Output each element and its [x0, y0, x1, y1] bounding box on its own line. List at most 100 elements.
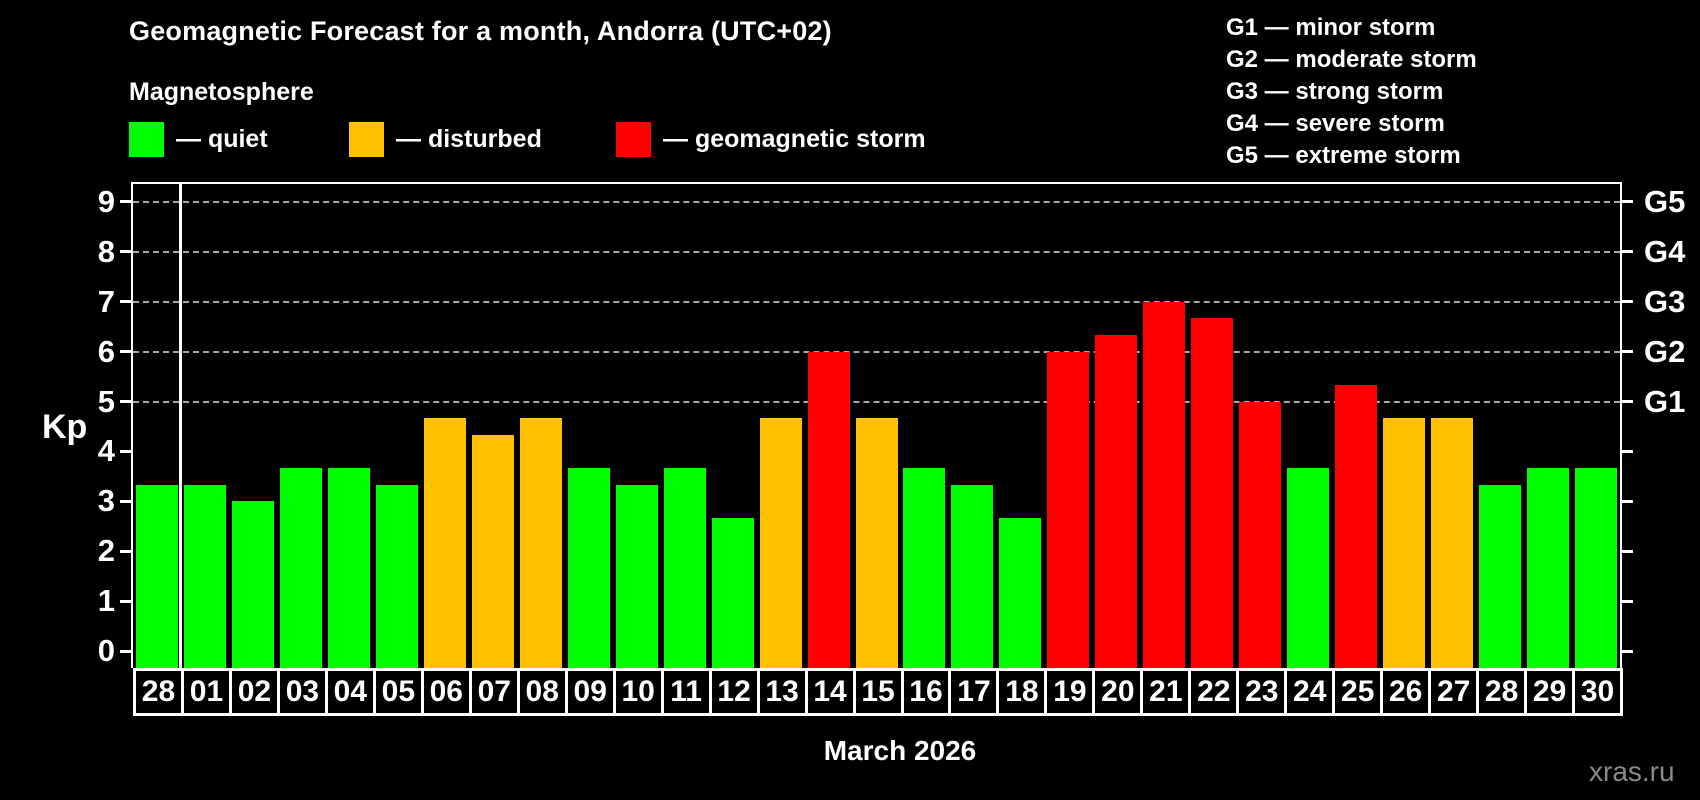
storm-swatch: [616, 121, 651, 157]
gridline-kp-5: [133, 400, 1620, 403]
bar-day-24: [1287, 467, 1330, 668]
bar-day-23: [1239, 401, 1282, 668]
y-tick-right-3: [1620, 499, 1633, 503]
storm-level-label-g3: G3: [1644, 283, 1686, 319]
storm-level-label-g1: G1: [1644, 383, 1686, 419]
x-label-cell-10: 10: [612, 668, 664, 716]
y-tick-left-4: [120, 449, 133, 453]
y-tick-left-8: [120, 250, 133, 254]
x-label-cell-03: 03: [276, 668, 328, 716]
gridline-kp-6: [133, 350, 1620, 353]
bar-day-28: [1479, 484, 1522, 668]
x-label-cell-18: 18: [996, 668, 1048, 716]
gridline-kp-7: [133, 300, 1620, 303]
legend-label-quiet: — quiet: [176, 124, 268, 153]
bar-day-21: [1143, 301, 1186, 668]
disturbed-swatch: [349, 121, 384, 157]
bar-day-11: [663, 467, 706, 668]
x-label-cell-01: 01: [180, 668, 232, 716]
y-label-3: 3: [97, 483, 115, 519]
y-label-0: 0: [97, 633, 115, 669]
y-tick-right-6: [1620, 350, 1633, 354]
x-label-cell-11: 11: [660, 668, 712, 716]
x-label-cell-28: 28: [133, 668, 184, 716]
y-axis-title: Kp: [42, 408, 88, 446]
y-tick-left-5: [120, 400, 133, 404]
x-label-cell-21: 21: [1140, 668, 1192, 716]
month-separator-line: [179, 184, 183, 668]
y-label-5: 5: [97, 383, 115, 419]
plot-area: [131, 182, 1622, 668]
x-label-cell-28: 28: [1476, 668, 1528, 716]
bar-day-07: [471, 434, 514, 668]
bar-day-29: [1527, 467, 1570, 668]
bar-day-30: [1575, 467, 1618, 668]
storm-level-label-g4: G4: [1644, 233, 1686, 269]
x-label-cell-22: 22: [1188, 668, 1240, 716]
x-label-cell-16: 16: [900, 668, 952, 716]
y-label-4: 4: [97, 433, 115, 469]
gridline-kp-9: [133, 200, 1620, 203]
storm-scale-legend: G1 — minor storm G2 — moderate storm G3 …: [1226, 12, 1477, 172]
y-tick-left-0: [120, 649, 133, 653]
x-label-cell-14: 14: [804, 668, 856, 716]
y-label-8: 8: [97, 233, 115, 269]
legend-item-disturbed: — disturbed: [349, 121, 542, 157]
y-tick-right-8: [1620, 250, 1633, 254]
x-label-cell-04: 04: [324, 668, 376, 716]
y-tick-right-0: [1620, 649, 1633, 653]
y-label-9: 9: [97, 183, 115, 219]
x-label-cell-23: 23: [1236, 668, 1288, 716]
watermark: xras.ru: [1589, 756, 1675, 787]
storm-scale-line-g2: G2 — moderate storm: [1226, 46, 1477, 73]
y-tick-right-9: [1620, 200, 1633, 204]
y-label-7: 7: [97, 283, 115, 319]
bar-day-02: [231, 501, 274, 668]
storm-scale-line-g1: G1 — minor storm: [1226, 14, 1436, 41]
quiet-swatch: [129, 121, 164, 157]
y-tick-left-7: [120, 300, 133, 304]
y-label-2: 2: [97, 533, 115, 569]
bar-day-16: [903, 467, 946, 668]
bar-day-01: [183, 484, 226, 668]
y-tick-right-4: [1620, 449, 1633, 453]
y-tick-left-6: [120, 350, 133, 354]
x-label-cell-26: 26: [1380, 668, 1432, 716]
x-label-cell-15: 15: [852, 668, 904, 716]
x-label-cell-09: 09: [564, 668, 616, 716]
y-label-1: 1: [97, 583, 115, 619]
x-label-cell-30: 30: [1572, 668, 1624, 716]
bar-day-04: [327, 467, 370, 668]
x-label-cell-13: 13: [756, 668, 808, 716]
bar-day-10: [615, 484, 658, 668]
storm-scale-line-g4: G4 — severe storm: [1226, 110, 1445, 137]
magnetosphere-label: Magnetosphere: [129, 78, 314, 106]
bar-day-22: [1191, 318, 1234, 668]
chart-title: Geomagnetic Forecast for a month, Andorr…: [129, 16, 832, 46]
storm-scale-line-g3: G3 — strong storm: [1226, 78, 1444, 105]
bar-day-13: [759, 418, 802, 668]
x-label-cell-29: 29: [1524, 668, 1576, 716]
y-tick-right-2: [1620, 549, 1633, 553]
y-tick-right-7: [1620, 300, 1633, 304]
bar-day-26: [1383, 418, 1426, 668]
x-label-cell-25: 25: [1332, 668, 1384, 716]
bar-day-17: [951, 484, 994, 668]
storm-scale-line-g5: G5 — extreme storm: [1226, 142, 1461, 169]
y-tick-left-9: [120, 200, 133, 204]
bar-day-08: [519, 418, 562, 668]
x-label-cell-05: 05: [372, 668, 424, 716]
bar-day-20: [1095, 335, 1138, 668]
y-tick-right-1: [1620, 599, 1633, 603]
x-label-cell-07: 07: [468, 668, 520, 716]
legend-label-storm: — geomagnetic storm: [663, 124, 926, 153]
x-axis-day-labels: 28 01 02 03 04 05 06 07 08 09 10 11 12 13 14 15 16 17 18 19…: [133, 668, 1624, 716]
bar-day-27: [1431, 418, 1474, 668]
y-tick-left-3: [120, 499, 133, 503]
bar-day-15: [855, 418, 898, 668]
y-tick-right-5: [1620, 400, 1633, 404]
bar-day-19: [1047, 351, 1090, 668]
bar-day-09: [567, 467, 610, 668]
gridline-kp-8: [133, 250, 1620, 253]
